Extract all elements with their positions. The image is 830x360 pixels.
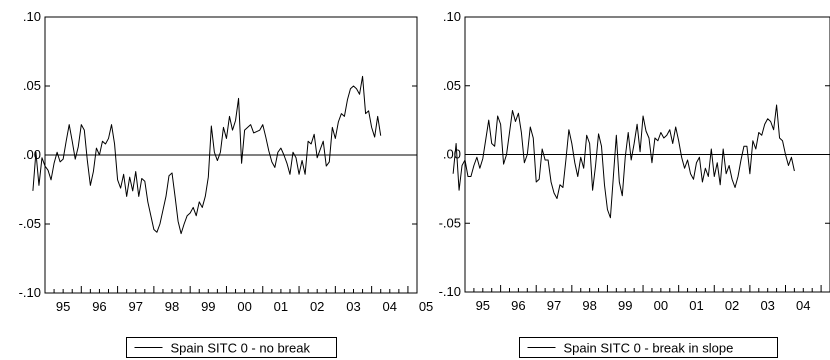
y-tick-label: -.10 bbox=[19, 285, 41, 300]
y-tick-label: .00 bbox=[443, 147, 461, 162]
legend-label: Spain SITC 0 - break in slope bbox=[564, 341, 734, 356]
y-tick-label: .00 bbox=[23, 147, 41, 162]
x-tick-label: 04 bbox=[383, 299, 397, 314]
series-line-1 bbox=[32, 75, 382, 235]
x-tick-label: 00 bbox=[654, 298, 668, 313]
x-tick-label: 05 bbox=[419, 299, 433, 314]
x-tick-label: 04 bbox=[796, 298, 810, 313]
y-tick-label: -.05 bbox=[439, 215, 461, 230]
x-tick-label: 99 bbox=[201, 299, 215, 314]
x-tick-label: 02 bbox=[725, 298, 739, 313]
legend-box bbox=[519, 337, 778, 358]
y-tick-label: .10 bbox=[23, 9, 41, 24]
y-tick-label: .05 bbox=[23, 78, 41, 93]
x-tick-label: 96 bbox=[92, 299, 106, 314]
y-tick-label: -.10 bbox=[439, 284, 461, 299]
x-tick-label: 98 bbox=[582, 298, 596, 313]
x-tick-label: 97 bbox=[547, 298, 561, 313]
x-tick-label: 95 bbox=[56, 299, 70, 314]
y-tick-label: -.05 bbox=[19, 216, 41, 231]
x-tick-label: 03 bbox=[346, 299, 360, 314]
x-tick-label: 95 bbox=[476, 298, 490, 313]
x-tick-label: 98 bbox=[165, 299, 179, 314]
x-tick-label: 96 bbox=[511, 298, 525, 313]
legend: Spain SITC 0 - break in slope bbox=[519, 337, 778, 358]
legend-label: Spain SITC 0 - no break bbox=[171, 341, 311, 356]
x-tick-label: 97 bbox=[128, 299, 142, 314]
legend: Spain SITC 0 - no break bbox=[126, 337, 337, 358]
x-tick-label: 01 bbox=[689, 298, 703, 313]
x-tick-label: 01 bbox=[274, 299, 288, 314]
y-tick-label: .10 bbox=[443, 9, 461, 24]
chart-panel-1: -.10 -.05 .00 .05 .10 95 96 97 98 99 00 01 02 03 04 05 S… bbox=[19, 9, 433, 358]
x-tick-label: 02 bbox=[310, 299, 324, 314]
x-tick-label: 00 bbox=[237, 299, 251, 314]
x-tick-label: 03 bbox=[760, 298, 774, 313]
legend-box bbox=[126, 337, 337, 358]
y-tick-label: .05 bbox=[443, 78, 461, 93]
x-tick-label: 99 bbox=[618, 298, 632, 313]
series-line-1 bbox=[452, 104, 795, 219]
chart-panel-2: -.10-.05.00.05.109596979899000102030405S… bbox=[439, 9, 830, 358]
